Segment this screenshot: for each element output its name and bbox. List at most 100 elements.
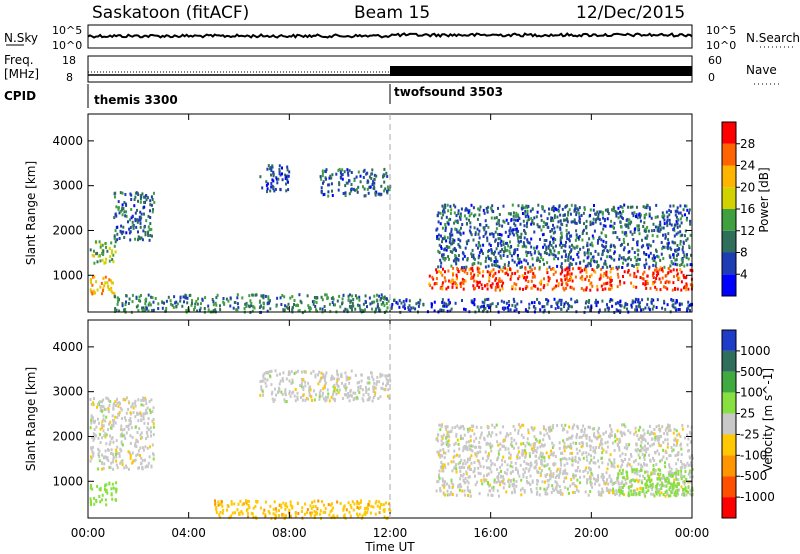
data-cell — [537, 225, 540, 229]
data-cell — [633, 432, 636, 436]
data-cell — [116, 452, 119, 455]
data-cell — [668, 222, 671, 226]
data-cell — [621, 266, 624, 269]
data-cell — [336, 388, 339, 392]
data-cell — [511, 469, 514, 473]
data-cell — [567, 304, 570, 307]
data-cell — [609, 270, 612, 274]
data-cell — [567, 253, 570, 257]
data-cell — [567, 491, 570, 495]
data-cell — [464, 477, 467, 480]
data-cell — [152, 308, 155, 312]
data-cell — [476, 451, 479, 455]
data-cell — [626, 464, 629, 468]
data-cell — [561, 428, 564, 432]
data-cell — [385, 501, 387, 505]
data-cell — [321, 394, 324, 398]
freq-panel: Freq. [MHz] 18 8 60 0 Nave — [4, 53, 780, 85]
data-cell — [262, 373, 265, 377]
data-cell — [623, 305, 626, 309]
data-cell — [618, 446, 621, 449]
data-cell — [131, 435, 134, 439]
data-cell — [592, 236, 595, 240]
data-cell — [611, 489, 614, 493]
data-cell — [121, 417, 123, 421]
data-cell — [230, 514, 233, 518]
data-cell — [434, 282, 437, 286]
data-cell — [137, 199, 139, 203]
data-cell — [565, 267, 568, 271]
data-cell — [630, 281, 633, 285]
data-cell — [227, 299, 230, 303]
data-cell — [444, 466, 447, 470]
data-cell — [256, 500, 259, 503]
data-cell — [366, 398, 369, 402]
data-cell — [606, 306, 609, 310]
data-cell — [510, 479, 513, 482]
data-cell — [325, 371, 328, 375]
data-cell — [134, 441, 137, 445]
data-cell — [556, 474, 559, 478]
data-cell — [618, 485, 621, 489]
data-cell — [471, 269, 474, 273]
data-cell — [668, 208, 671, 212]
data-cell — [462, 257, 464, 261]
data-cell — [543, 239, 546, 242]
data-cell — [477, 207, 480, 211]
data-cell — [690, 461, 692, 465]
data-cell — [367, 392, 370, 396]
data-cell — [140, 419, 143, 423]
data-cell — [309, 504, 312, 508]
data-cell — [124, 303, 127, 307]
data-cell — [481, 482, 484, 486]
data-cell — [531, 301, 533, 305]
data-cell — [142, 417, 145, 421]
data-cell — [501, 287, 504, 291]
data-cell — [525, 225, 528, 229]
data-cell — [605, 240, 608, 244]
data-cell — [677, 277, 680, 281]
data-cell — [608, 475, 611, 479]
data-cell — [102, 467, 105, 470]
data-cell — [490, 493, 493, 497]
data-cell — [96, 417, 99, 421]
data-cell — [387, 374, 389, 378]
data-cell — [373, 294, 376, 298]
data-cell — [675, 477, 678, 481]
data-cell — [497, 219, 500, 222]
data-cell — [446, 425, 449, 429]
data-cell — [148, 301, 151, 305]
data-cell — [689, 440, 692, 444]
data-cell — [525, 462, 528, 466]
data-cell — [284, 507, 287, 511]
data-cell — [497, 449, 500, 453]
data-cell — [637, 298, 640, 302]
data-cell — [512, 233, 515, 237]
data-cell — [680, 477, 683, 481]
data-cell — [532, 450, 535, 454]
data-cell — [264, 515, 267, 519]
data-cell — [484, 478, 487, 482]
data-cell — [117, 296, 120, 300]
data-cell — [387, 388, 390, 392]
data-cell — [607, 482, 610, 486]
data-cell — [650, 472, 653, 476]
data-cell — [412, 306, 415, 310]
data-cell — [291, 391, 294, 395]
data-cell — [442, 205, 445, 209]
data-cell — [657, 255, 660, 259]
data-cell — [343, 514, 346, 518]
data-cell — [659, 434, 662, 438]
data-cell — [593, 432, 596, 436]
data-cell — [163, 301, 165, 305]
data-cell — [238, 513, 241, 516]
data-cell — [637, 257, 640, 261]
data-cell — [577, 489, 580, 493]
data-cell — [212, 303, 215, 307]
data-cell — [365, 388, 368, 392]
data-cell — [539, 487, 542, 490]
data-cell — [598, 445, 600, 449]
data-cell — [134, 415, 137, 419]
data-cell — [630, 453, 632, 456]
data-cell — [112, 421, 115, 425]
